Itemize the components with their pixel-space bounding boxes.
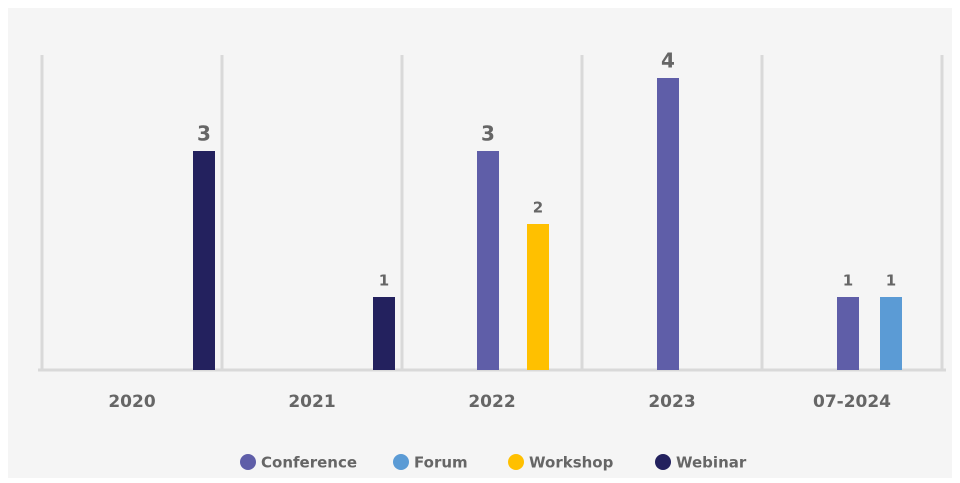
data-label: 4	[661, 49, 675, 73]
bar	[527, 224, 549, 370]
data-label: 3	[481, 122, 495, 146]
x-tick-label: 2021	[288, 392, 335, 412]
bar	[837, 297, 859, 370]
legend-label: Webinar	[676, 454, 747, 472]
data-label: 1	[843, 272, 853, 290]
legend-label: Conference	[261, 454, 357, 472]
data-label: 1	[379, 272, 389, 290]
x-tick-label: 2020	[108, 392, 155, 412]
data-label: 1	[886, 272, 896, 290]
legend-swatch	[655, 454, 671, 470]
legend-swatch	[508, 454, 524, 470]
data-label: 2	[533, 199, 543, 217]
bar	[657, 78, 679, 370]
x-tick-label: 07-2024	[813, 392, 891, 412]
legend-swatch	[393, 454, 409, 470]
x-tick-label: 2022	[468, 392, 515, 412]
data-label: 3	[197, 122, 211, 146]
bar	[477, 151, 499, 370]
bar	[880, 297, 902, 370]
legend-swatch	[240, 454, 256, 470]
bar	[373, 297, 395, 370]
x-tick-label: 2023	[648, 392, 695, 412]
bar	[193, 151, 215, 370]
legend-label: Workshop	[529, 454, 614, 472]
legend-label: Forum	[414, 454, 468, 472]
